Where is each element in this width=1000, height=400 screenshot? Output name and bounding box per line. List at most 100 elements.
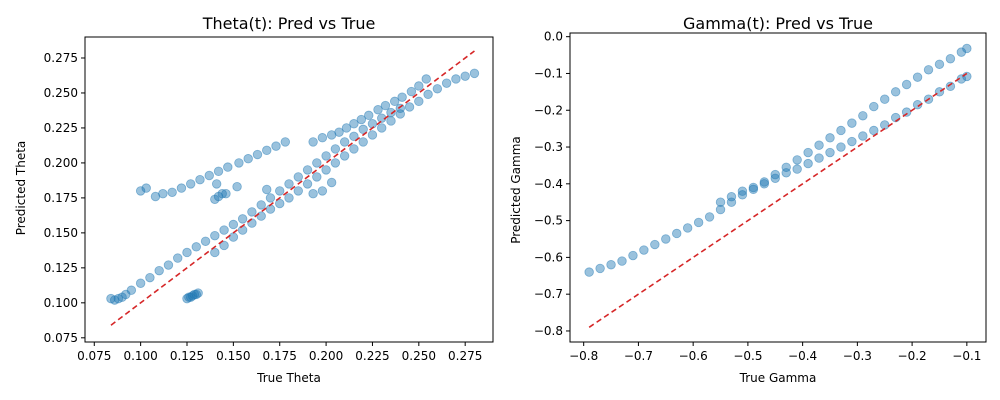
- data-point: [432, 84, 443, 94]
- y-tick-label: 0.0: [544, 30, 563, 44]
- data-point: [421, 74, 431, 84]
- data-point: [377, 123, 387, 133]
- data-point: [326, 177, 337, 188]
- reference-line: [588, 72, 968, 328]
- data-point: [858, 111, 868, 121]
- data-point: [912, 72, 923, 82]
- y-tick-label: 0.150: [44, 226, 78, 240]
- x-tick-label: 0.150: [216, 349, 250, 363]
- data-point: [460, 71, 470, 81]
- data-point: [158, 188, 168, 199]
- data-point: [334, 127, 344, 137]
- data-point: [737, 186, 748, 196]
- data-point: [962, 43, 972, 54]
- data-point: [321, 165, 331, 175]
- data-point: [395, 109, 405, 119]
- y-tick-label: 0.175: [44, 191, 78, 205]
- y-tick-label: 0.125: [44, 261, 78, 275]
- x-tick-label: −0.2: [898, 349, 927, 363]
- data-point: [858, 131, 868, 141]
- data-point: [414, 96, 424, 107]
- data-point: [275, 198, 285, 209]
- data-point: [923, 65, 934, 75]
- y-tick-label: −0.1: [534, 66, 563, 80]
- data-point: [847, 136, 857, 147]
- data-point: [154, 265, 164, 276]
- data-point: [330, 158, 341, 168]
- y-tick-label: −0.8: [534, 324, 563, 338]
- data-point: [367, 119, 378, 129]
- data-point: [210, 247, 220, 258]
- data-point: [423, 89, 433, 100]
- x-axis-label: True Theta: [256, 371, 321, 385]
- data-point: [890, 87, 901, 97]
- plot-frame: [84, 36, 494, 343]
- data-point: [237, 214, 248, 224]
- data-point: [682, 223, 693, 233]
- data-point: [308, 137, 318, 147]
- x-tick-label: −0.5: [733, 349, 762, 363]
- data-point: [901, 79, 912, 90]
- y-tick-label: −0.7: [534, 287, 563, 301]
- data-point: [223, 162, 233, 172]
- x-axis-label: True Gamma: [739, 371, 817, 385]
- y-tick-label: −0.6: [534, 250, 563, 264]
- data-point: [182, 247, 192, 258]
- data-point: [191, 242, 201, 252]
- data-point: [726, 191, 737, 202]
- data-point: [141, 183, 151, 193]
- data-point: [901, 107, 912, 117]
- plot-frame: [569, 32, 987, 343]
- data-point: [358, 137, 368, 147]
- data-point: [803, 158, 813, 169]
- data-point: [693, 217, 704, 228]
- reference-line: [110, 50, 475, 326]
- y-tick-label: −0.2: [534, 103, 563, 117]
- data-point: [380, 100, 391, 111]
- data-point: [349, 119, 359, 129]
- data-point: [748, 182, 759, 193]
- data-point: [934, 59, 945, 69]
- data-point: [956, 47, 967, 57]
- data-point: [737, 190, 748, 200]
- data-point: [364, 110, 374, 121]
- y-tick-label: −0.3: [534, 140, 563, 154]
- data-point: [228, 232, 239, 242]
- y-tick-label: 0.225: [44, 121, 78, 135]
- data-point: [280, 137, 290, 147]
- data-point: [339, 137, 350, 147]
- data-point: [451, 74, 461, 84]
- data-point: [284, 179, 294, 189]
- data-point: [628, 250, 638, 261]
- data-point: [262, 145, 272, 156]
- y-tick-label: 0.200: [44, 156, 78, 170]
- y-tick-label: 0.250: [44, 86, 78, 100]
- x-tick-label: −0.4: [788, 349, 817, 363]
- data-point: [770, 173, 780, 184]
- data-point: [135, 186, 146, 196]
- data-point: [349, 144, 359, 154]
- y-tick-label: −0.5: [534, 214, 563, 228]
- data-point: [406, 86, 417, 97]
- data-point: [317, 186, 328, 196]
- data-point: [163, 260, 174, 270]
- y-axis-label: Predicted Theta: [14, 141, 28, 236]
- data-point: [293, 172, 303, 182]
- x-tick-label: 0.250: [402, 349, 436, 363]
- data-point: [803, 147, 813, 158]
- data-point: [869, 125, 879, 136]
- data-point: [252, 149, 263, 160]
- data-point: [271, 141, 281, 151]
- data-point: [397, 92, 407, 102]
- data-point: [106, 293, 116, 304]
- data-point: [167, 187, 177, 198]
- data-point: [715, 197, 726, 207]
- data-point: [386, 116, 396, 126]
- data-point: [219, 240, 229, 251]
- data-point: [341, 123, 352, 133]
- data-point: [247, 218, 257, 228]
- data-point: [441, 78, 452, 88]
- data-point: [880, 94, 890, 104]
- data-point: [211, 179, 222, 189]
